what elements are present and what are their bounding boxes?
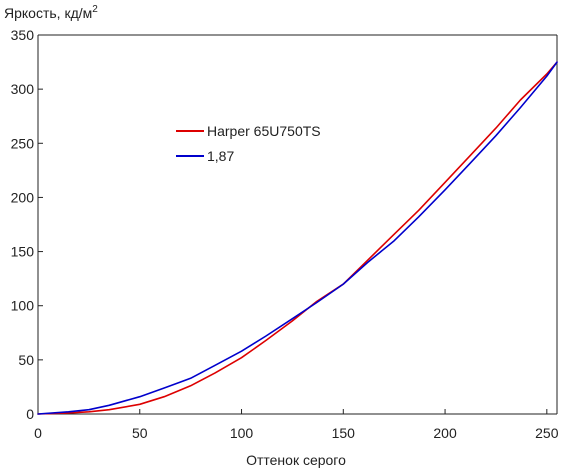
legend-label-1: Harper 65U750TS — [207, 123, 321, 139]
x-axis-label: Оттенок серого — [246, 452, 346, 468]
y-axis-label: Яркость, кд/м2 — [4, 4, 98, 21]
y-tick-label: 100 — [11, 298, 35, 314]
series-line-1 — [37, 61, 558, 415]
x-tick-label: 150 — [332, 425, 356, 441]
legend-label-2: 1,87 — [207, 148, 234, 164]
x-tick-label: 200 — [433, 425, 457, 441]
y-axis-label-superscript: 2 — [92, 4, 98, 15]
y-tick-label: 150 — [11, 244, 35, 260]
x-tick-label: 0 — [34, 425, 42, 441]
y-tick-label: 300 — [11, 81, 35, 97]
plot-area: 0 50 100 150 200 250 300 350 0 50 100 150 200 250 Harp… — [11, 27, 559, 441]
x-tick-label: 250 — [535, 425, 559, 441]
x-tick-label: 50 — [132, 425, 148, 441]
y-tick-label: 50 — [18, 352, 34, 368]
y-tick-label: 250 — [11, 135, 35, 151]
y-tick-label: 200 — [11, 189, 35, 205]
x-tick-label: 100 — [230, 425, 254, 441]
series-line-2 — [37, 61, 558, 415]
y-tick-label: 0 — [26, 406, 34, 422]
y-tick-label: 350 — [11, 27, 35, 43]
